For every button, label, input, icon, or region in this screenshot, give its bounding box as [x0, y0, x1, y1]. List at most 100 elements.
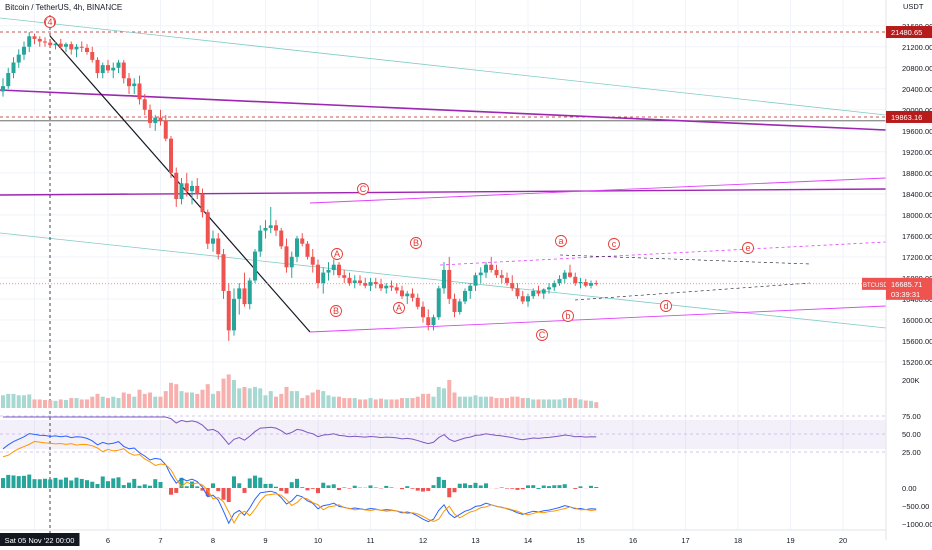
volume-bar	[494, 398, 499, 408]
candle-body	[121, 62, 126, 79]
macd-histogram-bar	[174, 488, 179, 493]
macd-tick-label: −1000.00	[902, 520, 932, 529]
volume-bar	[184, 392, 189, 408]
price-level-tag	[886, 110, 932, 123]
volume-bar	[16, 395, 21, 408]
macd-histogram-bar	[436, 476, 441, 488]
candle-body	[211, 238, 215, 244]
macd-histogram-bar	[368, 485, 373, 488]
signal-line	[2, 440, 597, 524]
macd-histogram-bar	[510, 488, 515, 489]
candle-body	[258, 230, 263, 252]
wave-circle	[555, 235, 567, 247]
wave-circle	[536, 329, 548, 341]
volume-bar	[547, 399, 551, 408]
macd-histogram-bar	[22, 475, 26, 488]
volume-bar	[268, 391, 273, 408]
candle-body	[169, 138, 173, 173]
candle-body	[394, 287, 399, 291]
volume-bar	[263, 395, 268, 408]
volume-bar	[22, 395, 26, 408]
macd-histogram-bar	[478, 485, 483, 488]
candle-body	[363, 283, 368, 286]
macd-histogram-bar	[232, 476, 236, 488]
macd-histogram-bar	[515, 488, 520, 490]
volume-bar	[379, 398, 383, 408]
candle-body	[531, 290, 536, 297]
volume-bar	[358, 399, 362, 408]
volume-bar	[415, 396, 420, 408]
candle-body	[368, 282, 373, 286]
candle-body	[510, 283, 515, 289]
macd-histogram-bar	[226, 488, 231, 502]
volume-bar	[583, 400, 588, 408]
macd-histogram-bar	[237, 483, 242, 488]
volume-bar	[305, 395, 310, 408]
macd-histogram-bar	[205, 488, 210, 497]
wave-label: a	[558, 236, 563, 246]
triangle-lower	[574, 282, 811, 301]
macd-histogram-bar	[58, 479, 63, 488]
volume-bar	[520, 398, 525, 408]
candle-body	[389, 285, 394, 288]
candle-body	[205, 212, 210, 244]
candle-body	[43, 41, 47, 43]
candle-body	[489, 264, 494, 270]
candle-body	[1, 86, 5, 92]
candle-body	[342, 275, 347, 278]
candle-body	[127, 78, 131, 87]
volume-bar	[226, 374, 231, 408]
rsi-panel	[0, 415, 886, 453]
candle-body	[415, 297, 420, 307]
macd-histogram-bar	[1, 478, 5, 488]
indicator-bands	[0, 420, 886, 449]
candle-body	[69, 44, 74, 50]
wave-circle	[742, 242, 754, 254]
volume-bar	[95, 393, 100, 408]
candle-body	[347, 277, 352, 284]
volume-bar	[106, 398, 110, 408]
volume-bar	[169, 382, 173, 408]
volume-bar	[74, 398, 79, 408]
candle-body	[431, 317, 436, 326]
volume-bar	[436, 386, 441, 408]
candle-body	[358, 280, 362, 284]
candle-body	[436, 288, 441, 318]
volume-bar	[394, 399, 399, 408]
macd-tick-label: 0.00	[902, 484, 917, 493]
macd-histogram-bar	[410, 488, 415, 489]
candle-body	[106, 65, 110, 71]
macd-histogram-bar	[452, 488, 457, 493]
candle-body	[221, 254, 226, 291]
candle-body	[48, 42, 53, 46]
volume-bar	[232, 380, 236, 408]
macd-histogram-bar	[16, 476, 21, 488]
rsi-tick-label: 25.00	[902, 448, 921, 457]
candle-body	[373, 282, 378, 285]
wave-circle	[331, 248, 343, 260]
volume-bar	[27, 394, 32, 408]
wave-label: C	[539, 330, 546, 340]
candle-body	[400, 290, 404, 297]
volume-bar	[316, 389, 320, 408]
candle-body	[184, 183, 189, 192]
wave-label: A	[334, 249, 340, 259]
macd-histogram-bar	[11, 475, 16, 488]
candle-body	[578, 282, 583, 284]
candle-body	[473, 275, 478, 286]
volume-tick-label: 200K	[902, 376, 920, 385]
macd-histogram-bar	[153, 479, 158, 488]
candle-body	[90, 52, 95, 60]
volume-bar	[526, 398, 530, 408]
candle-body	[547, 287, 551, 290]
candle-body	[142, 99, 147, 110]
macd-histogram-bar	[384, 485, 389, 488]
candle-body	[331, 264, 336, 270]
time-tick-label: 8	[211, 536, 215, 545]
volume-bar	[337, 396, 341, 408]
macd-histogram-bar	[331, 484, 336, 488]
candle-body	[79, 46, 84, 48]
volume-bar	[505, 398, 509, 408]
volume-bar	[64, 400, 68, 408]
